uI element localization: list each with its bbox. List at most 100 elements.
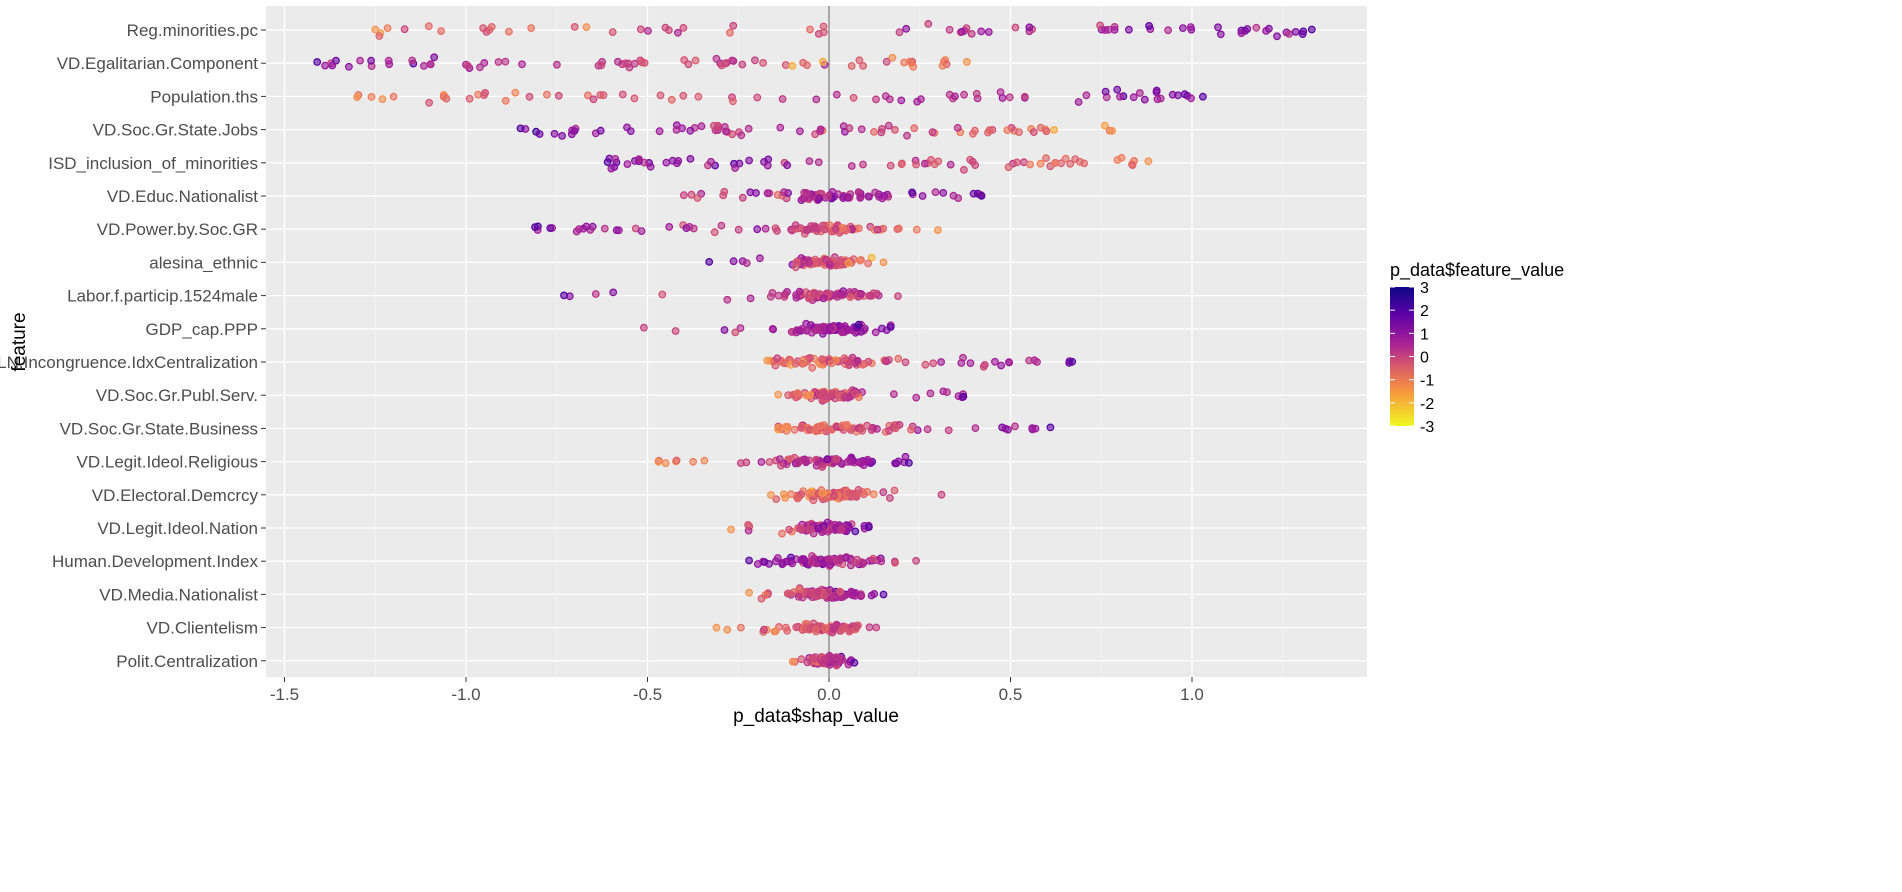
shap-point (815, 390, 824, 399)
shap-point (814, 524, 823, 533)
shap-point (879, 488, 888, 497)
shap-point (637, 227, 646, 236)
shap-point (1029, 128, 1038, 137)
shap-point (437, 27, 446, 36)
shap-point (1145, 22, 1153, 30)
shap-point (832, 455, 841, 464)
shap-point (897, 96, 906, 105)
shap-point (943, 388, 951, 397)
shap-point (823, 455, 832, 464)
shap-point (1101, 26, 1109, 34)
shap-point (890, 486, 899, 495)
shap-point (667, 95, 676, 104)
shap-point (880, 191, 888, 200)
shap-point (582, 222, 591, 231)
shap-point (844, 259, 853, 268)
shap-point (920, 159, 929, 168)
shap-point (751, 56, 759, 65)
shap-point (1128, 161, 1137, 170)
shap-point (871, 188, 879, 197)
shap-point (873, 225, 882, 234)
shap-point (744, 521, 752, 529)
shap-point (1071, 155, 1080, 164)
shap-point (424, 22, 433, 31)
shap-point (1140, 95, 1149, 104)
shap-point (801, 625, 810, 633)
shap-point (1025, 23, 1034, 32)
shap-point (1096, 21, 1104, 30)
shap-point (843, 193, 852, 202)
shap-point (829, 624, 838, 633)
shap-point (820, 624, 829, 632)
shap-point (694, 92, 703, 101)
shap-point-extreme (850, 658, 859, 667)
shap-point (958, 27, 966, 36)
shap-point (830, 492, 838, 500)
shap-point (691, 56, 700, 65)
shap-point (1178, 24, 1187, 33)
shap-point (501, 57, 510, 66)
shap-point (1036, 159, 1045, 168)
shap-point (582, 23, 591, 32)
shap-point (859, 62, 867, 70)
shap-point (378, 95, 387, 103)
shap-point (776, 123, 785, 132)
shap-point (825, 261, 834, 269)
feature-label: Labor.f.particip.1524male (67, 287, 258, 306)
shap-point (783, 161, 792, 170)
shap-point (931, 188, 940, 197)
shap-point (505, 27, 513, 36)
shap-point (851, 558, 859, 567)
legend-tick-label: 2 (1420, 303, 1429, 320)
shap-point (794, 592, 803, 601)
shap-point-extreme (353, 93, 362, 101)
shap-point (1004, 163, 1013, 172)
shap-point (746, 188, 755, 197)
feature-labels: Reg.minorities.pc VD.Egalitarian.Componen… (0, 21, 266, 671)
shap-point (793, 389, 802, 398)
shap-point (385, 60, 394, 69)
shap-point (832, 90, 841, 99)
shap-point (890, 390, 898, 399)
shap-point (686, 154, 695, 163)
shap-point (1033, 358, 1041, 366)
feature-label: VD.Soc.Gr.Publ.Serv. (96, 386, 258, 405)
shap-point (1237, 29, 1246, 37)
shap-point (1285, 30, 1293, 38)
shap-point (511, 88, 520, 97)
x-tick-label: 0.5 (999, 685, 1023, 704)
shap-point (674, 28, 682, 37)
y-axis-title: feature (9, 312, 30, 371)
shap-point-extreme (788, 657, 797, 666)
shap-point (971, 424, 980, 433)
shap-point (788, 62, 797, 70)
shap-point (746, 294, 755, 303)
feature-label: ISD_inclusion_of_minorities (48, 154, 258, 173)
shap-point (1116, 92, 1124, 101)
shap-point (1082, 91, 1091, 100)
shap-point-extreme (959, 392, 968, 401)
shap-point-extreme (774, 424, 783, 432)
shap-point (570, 23, 579, 31)
shap-point (662, 158, 671, 167)
shap-point (858, 426, 867, 435)
shap-point-extreme (679, 191, 688, 200)
shap-point (819, 325, 828, 334)
shap-point (824, 192, 832, 201)
shap-point (546, 224, 555, 233)
shap-point (760, 625, 768, 634)
shap-point (972, 89, 981, 98)
shap-point (687, 190, 696, 199)
x-tick-label: -0.5 (633, 685, 662, 704)
shap-point (798, 359, 807, 368)
shap-point (870, 127, 878, 136)
shap-point (785, 525, 793, 534)
shap-point (805, 157, 814, 166)
shap-point (953, 123, 962, 132)
shap-point (792, 328, 801, 337)
shap-point (960, 165, 968, 174)
shap-point (851, 589, 860, 597)
shap-point (644, 27, 652, 35)
shap-point (811, 427, 820, 436)
shap-point (873, 425, 881, 433)
